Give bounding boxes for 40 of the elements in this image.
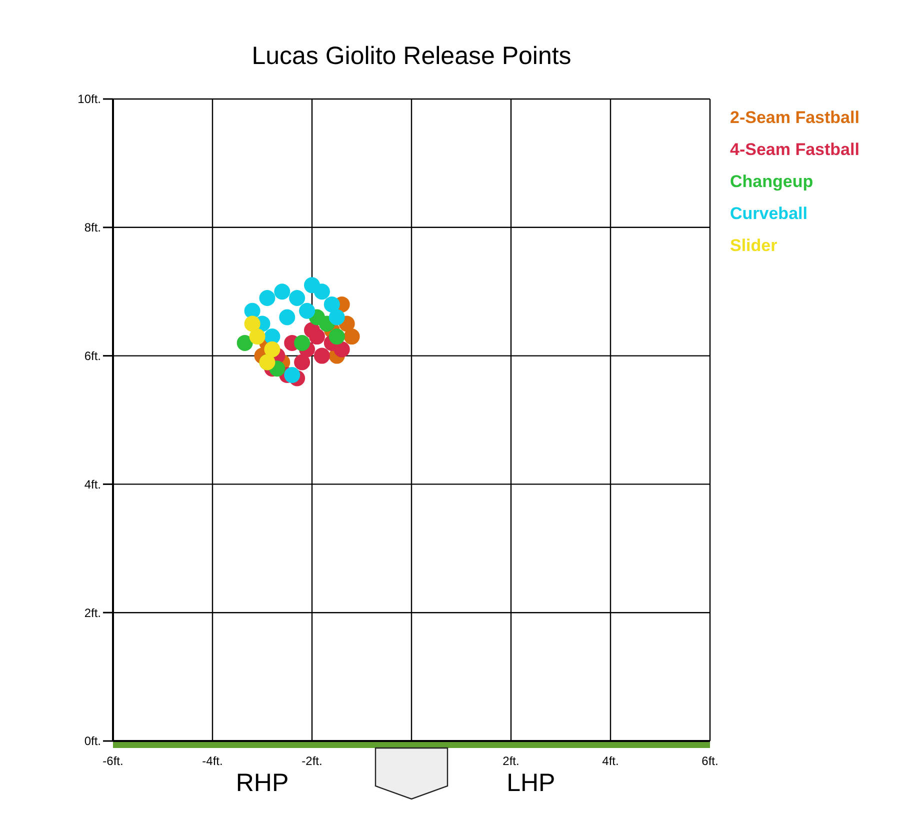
x-tick-label: 2ft. <box>502 754 520 768</box>
point <box>264 341 280 358</box>
point <box>284 367 300 384</box>
text: RHP <box>236 769 289 797</box>
point <box>328 328 345 345</box>
y-tick-label: 2ft. <box>84 606 101 620</box>
point <box>299 302 316 319</box>
x-tick-label: 4ft. <box>602 754 619 768</box>
text: Slider <box>730 236 778 255</box>
point <box>314 284 330 300</box>
text: 4-Seam Fastball <box>730 140 860 159</box>
x-tick-label: -6ft. <box>102 754 124 768</box>
point <box>259 290 276 306</box>
y-tick-label: 10ft. <box>78 92 101 106</box>
point <box>244 316 260 332</box>
point <box>314 348 330 364</box>
point <box>236 334 253 351</box>
y-tick-label: 0ft. <box>84 734 101 748</box>
point <box>294 334 310 351</box>
y-tick-label: 6ft. <box>84 349 101 363</box>
text: 2-Seam Fastball <box>730 108 860 127</box>
y-tick-label: 8ft. <box>84 220 101 235</box>
point <box>334 341 350 358</box>
point <box>249 328 266 345</box>
point <box>274 284 290 300</box>
point <box>294 354 310 370</box>
point <box>279 309 296 326</box>
x-tick-label: -2ft. <box>302 754 322 768</box>
x-tick-label: 6ft. <box>702 754 718 768</box>
x-tick-label: -4ft. <box>202 754 223 768</box>
text: Changeup <box>730 172 814 191</box>
text: Curveball <box>730 204 808 223</box>
point <box>328 309 345 326</box>
y-tick-label: 4ft. <box>84 477 101 492</box>
point <box>344 328 360 345</box>
point <box>289 290 306 306</box>
chart-title: Lucas Giolito Release Points <box>252 42 572 70</box>
point <box>324 296 340 312</box>
point <box>304 322 320 338</box>
text: LHP <box>506 769 556 797</box>
